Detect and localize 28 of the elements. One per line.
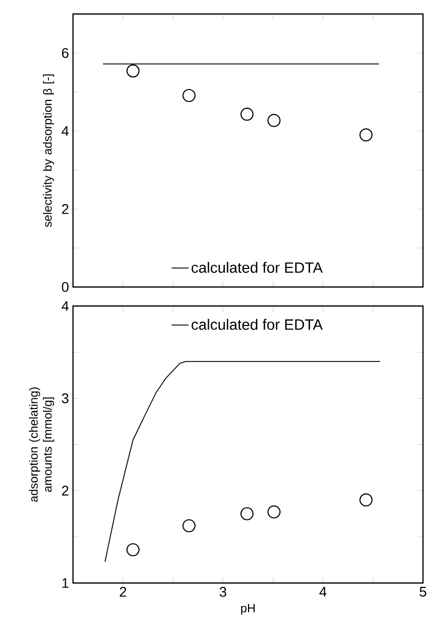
y-axis-title: selectivity by adsorption β [-] [42,74,54,228]
y-tick-label: 4 [62,301,69,311]
y-tick-label: 6 [62,48,68,58]
point [267,505,281,518]
point [126,543,140,556]
y-tick-label: 2 [62,204,68,214]
y-tick-label: 2 [62,486,68,496]
y-tick-label: 3 [62,393,68,404]
point [240,507,254,520]
y-tick-label: 0 [62,282,69,292]
x-axis-title: pH [241,604,255,615]
y-tick-label: 4 [62,126,69,136]
point [126,64,140,78]
legend-label: calculated for EDTA [192,262,323,273]
point [182,88,196,102]
point [240,108,254,121]
line-series [104,360,380,562]
x-tick-label: 3 [220,586,226,597]
y-axis-title: adsorption (chelating) amounts [mmol/g] [29,387,54,502]
point [359,493,373,506]
point [359,128,373,142]
x-tick-label: 4 [319,586,326,597]
x-tick-label: 5 [420,586,426,597]
point [267,114,281,128]
x-tick-label: 2 [120,586,126,597]
point [182,519,196,532]
legend-label: calculated for EDTA [192,318,323,330]
y-tick-label: 1 [62,578,68,588]
